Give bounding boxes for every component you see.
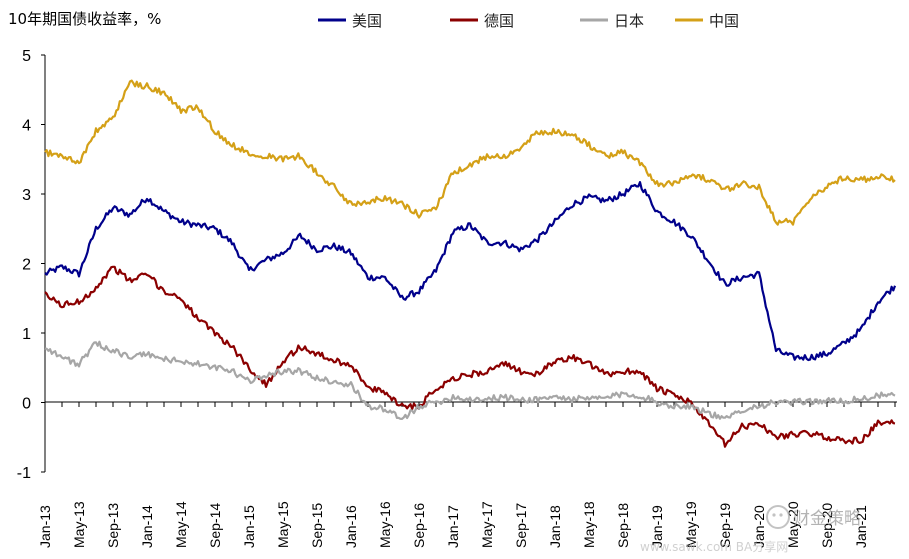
- series-line-3: [44, 79, 896, 226]
- wechat-icon-dot: [772, 513, 776, 517]
- x-tick-label: Jan-21: [853, 505, 869, 548]
- series-line-0: [44, 181, 897, 362]
- series-line-2: [44, 340, 896, 420]
- x-tick-label: May-14: [173, 501, 189, 548]
- series-line-1: [44, 265, 896, 448]
- chart-title: 10年期国债收益率，%: [8, 10, 161, 28]
- x-tick-label: Sep-14: [207, 503, 223, 548]
- wechat-icon-dot: [779, 513, 783, 517]
- y-tick-label: 0: [22, 396, 31, 413]
- y-tick-label: 1: [22, 326, 31, 343]
- watermark: 财金策略 www.sawk.com BA分享网: [640, 505, 861, 554]
- x-tick-label: Sep-16: [411, 503, 427, 548]
- x-tick-label: May-16: [377, 501, 393, 548]
- x-tick-label: May-15: [275, 501, 291, 548]
- axes: [44, 55, 897, 472]
- x-tick-label: Jan-15: [241, 505, 257, 548]
- x-tick-label: Sep-17: [513, 503, 529, 548]
- watermark-site-text: www.sawk.com BA分享网: [640, 539, 788, 554]
- legend: 美国 德国 日本 中国: [318, 12, 739, 30]
- legend-label: 美国: [352, 12, 382, 30]
- y-tick-label: 5: [22, 48, 31, 65]
- x-tick-label: Jan-20: [751, 505, 767, 548]
- x-tick-label: Jan-17: [445, 505, 461, 548]
- y-ticks: 5 4 3 2 1 0 -1: [17, 48, 45, 482]
- y-tick-label: 3: [22, 187, 31, 204]
- x-tick-label: May-19: [683, 501, 699, 548]
- series-lines: [44, 79, 897, 448]
- x-tick-label: Jan-13: [37, 505, 53, 548]
- watermark-main-text: 财金策略: [793, 509, 861, 529]
- legend-label: 中国: [709, 12, 739, 30]
- x-tick-label: Jan-14: [139, 505, 155, 548]
- x-tick-label: Jan-18: [547, 505, 563, 548]
- x-tick-label: Jan-16: [343, 505, 359, 548]
- x-tick-label: Sep-15: [309, 503, 325, 548]
- x-tick-label: Sep-18: [615, 503, 631, 548]
- x-tick-label: May-18: [581, 501, 597, 548]
- x-tick-label: May-13: [71, 501, 87, 548]
- x-tick-label: Sep-13: [105, 503, 121, 548]
- x-ticks: Jan-13 May-13 Sep-13 Jan-14 May-14 Sep-14 Jan-…: [37, 402, 896, 548]
- y-tick-label: -1: [17, 465, 31, 482]
- x-tick-label: Sep-20: [819, 503, 835, 548]
- wechat-icon: [766, 505, 790, 529]
- y-tick-label: 2: [22, 257, 31, 274]
- x-tick-label: Sep-19: [717, 503, 733, 548]
- x-tick-label: May-17: [479, 501, 495, 548]
- legend-label: 德国: [484, 12, 514, 30]
- y-tick-label: 4: [22, 118, 31, 135]
- x-tick-label: Jan-19: [649, 505, 665, 548]
- legend-label: 日本: [614, 12, 644, 30]
